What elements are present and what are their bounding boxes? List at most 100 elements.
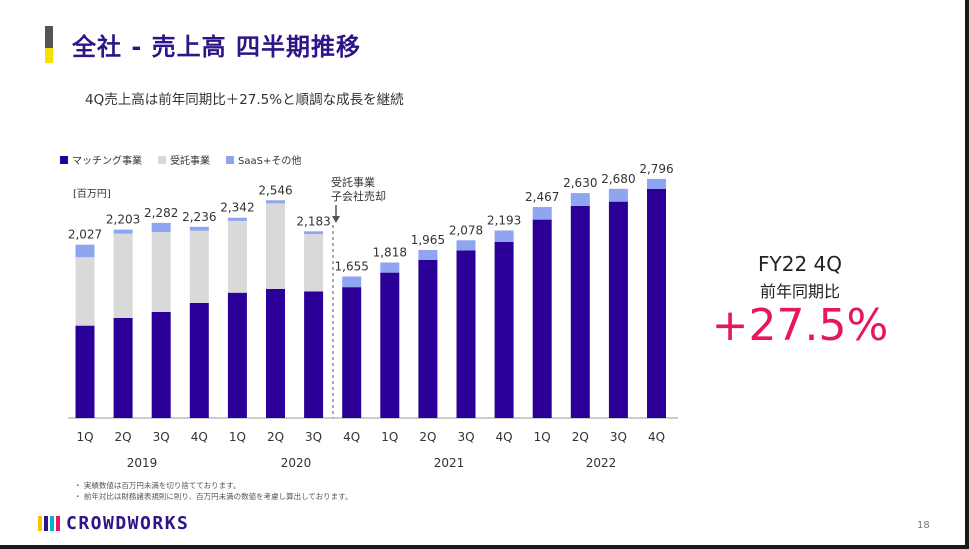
x-tick-label-13: 2Q (572, 430, 589, 444)
bar-contract-3 (189, 230, 209, 303)
legend-label-matching: マッチング事業 (72, 156, 142, 167)
chart-legend: マッチング事業 受託事業 SaaS+その他 (60, 152, 301, 167)
x-tick-label-7: 4Q (343, 430, 360, 444)
bar-matching-9 (418, 259, 438, 418)
x-tick-label-5: 2Q (267, 430, 284, 444)
bar-total-label-14: 2,680 (601, 172, 635, 186)
bar-total-label-4: 2,342 (220, 201, 254, 215)
bar-total-label-0: 2,027 (68, 228, 102, 242)
unit-label: [百万円] (73, 189, 111, 200)
bar-total-label-10: 2,078 (449, 223, 483, 237)
bar-contract-2 (151, 232, 171, 312)
bar-matching-0 (75, 325, 95, 418)
bar-matching-8 (380, 272, 400, 418)
bar-total-label-13: 2,630 (563, 176, 597, 190)
bar-matching-15 (647, 188, 666, 418)
x-tick-label-14: 3Q (610, 430, 627, 444)
title-accent-bar (45, 26, 53, 63)
window-frame-right (965, 0, 969, 549)
legend-swatch-saas (226, 155, 234, 164)
bar-saas-13 (570, 193, 590, 206)
kpi-period: FY22 4Q (758, 252, 842, 276)
bar-total-label-7: 1,655 (335, 259, 369, 273)
bar-saas-14 (608, 188, 628, 202)
bar-total-label-12: 2,467 (525, 190, 559, 204)
legend-label-saas: SaaS+その他 (238, 156, 302, 167)
bar-saas-1 (113, 229, 133, 234)
bar-total-label-1: 2,203 (106, 213, 140, 227)
bar-total-label-8: 1,818 (373, 246, 407, 260)
bar-saas-7 (342, 276, 362, 288)
bar-total-label-11: 2,193 (487, 213, 521, 227)
x-tick-label-8: 1Q (381, 430, 398, 444)
bar-saas-15 (647, 178, 666, 189)
x-tick-label-11: 4Q (496, 430, 513, 444)
x-tick-label-15: 4Q (648, 430, 665, 444)
logo-text: CROWDWORKS (66, 513, 190, 534)
bar-matching-14 (608, 201, 628, 418)
bar-contract-1 (113, 233, 133, 318)
year-label-2019: 2019 (127, 456, 158, 470)
bar-matching-1 (113, 317, 133, 418)
crowdworks-logo: CROWDWORKS (38, 513, 189, 534)
bar-total-label-6: 2,183 (296, 214, 330, 228)
kpi-label: 前年同期比 (759, 282, 840, 301)
annotation-arrow-icon (332, 205, 340, 223)
page-subtitle: 4Q売上高は前年同期比＋27.5%と順調な成長を継続 (85, 92, 404, 108)
year-label-2020: 2020 (281, 456, 312, 470)
bar-total-label-9: 1,965 (411, 233, 445, 247)
footnotes: ・ 実績数値は百万円未満を切り捨てております。 ・ 前年対比は財務諸表規則に則り… (74, 480, 352, 502)
x-tick-label-12: 1Q (534, 430, 551, 444)
bar-matching-13 (570, 205, 590, 418)
footnote-2: ・ 前年対比は財務諸表規則に則り、百万円未満の数値を考慮し算出しております。 (74, 492, 353, 501)
bar-matching-12 (532, 219, 552, 418)
x-tick-label-0: 1Q (76, 430, 93, 444)
x-tick-label-3: 4Q (191, 430, 208, 444)
bar-matching-2 (151, 311, 171, 418)
bar-contract-6 (304, 234, 324, 292)
bar-saas-2 (151, 222, 171, 232)
legend-item-contract: 受託事業 (158, 152, 210, 167)
legend-item-matching: マッチング事業 (60, 152, 142, 167)
page-title: 全社 - 売上高 四半期推移 (72, 33, 362, 61)
divestiture-annotation: 受託事業 子会社売却 (331, 176, 386, 204)
bar-total-label-5: 2,546 (258, 183, 292, 197)
bar-contract-4 (227, 220, 247, 293)
x-tick-label-10: 3Q (457, 430, 474, 444)
legend-item-saas: SaaS+その他 (226, 152, 301, 167)
bar-saas-6 (304, 231, 324, 235)
x-tick-label-2: 3Q (153, 430, 170, 444)
bar-contract-0 (75, 257, 95, 326)
x-tick-label-1: 2Q (115, 430, 132, 444)
bar-saas-9 (418, 249, 438, 260)
bar-matching-3 (189, 302, 209, 418)
legend-swatch-contract (158, 155, 166, 164)
bar-total-label-2: 2,282 (144, 206, 178, 220)
logo-mark-icon (38, 516, 60, 531)
footnote-1: ・ 実績数値は百万円未満を切り捨てております。 (74, 481, 241, 490)
x-tick-label-4: 1Q (229, 430, 246, 444)
bar-matching-10 (456, 250, 476, 418)
bar-saas-5 (266, 200, 285, 204)
annotation-line-2: 子会社売却 (331, 190, 386, 203)
year-label-2021: 2021 (434, 456, 465, 470)
page-number: 18 (917, 520, 930, 531)
bar-saas-0 (75, 244, 95, 258)
bar-matching-6 (304, 291, 324, 418)
legend-label-contract: 受託事業 (170, 156, 210, 167)
bar-total-label-15: 2,796 (639, 162, 673, 176)
bar-contract-5 (266, 203, 285, 289)
year-label-2022: 2022 (586, 456, 617, 470)
bar-saas-4 (227, 217, 247, 221)
window-frame-bottom (0, 545, 969, 549)
bar-saas-12 (532, 207, 552, 220)
bar-saas-3 (189, 226, 209, 231)
x-tick-label-9: 2Q (419, 430, 436, 444)
bar-saas-10 (456, 240, 476, 251)
bar-matching-4 (227, 292, 247, 418)
bar-matching-11 (494, 241, 514, 418)
bar-saas-11 (494, 230, 514, 242)
bar-matching-5 (266, 288, 285, 418)
x-tick-label-6: 3Q (305, 430, 322, 444)
